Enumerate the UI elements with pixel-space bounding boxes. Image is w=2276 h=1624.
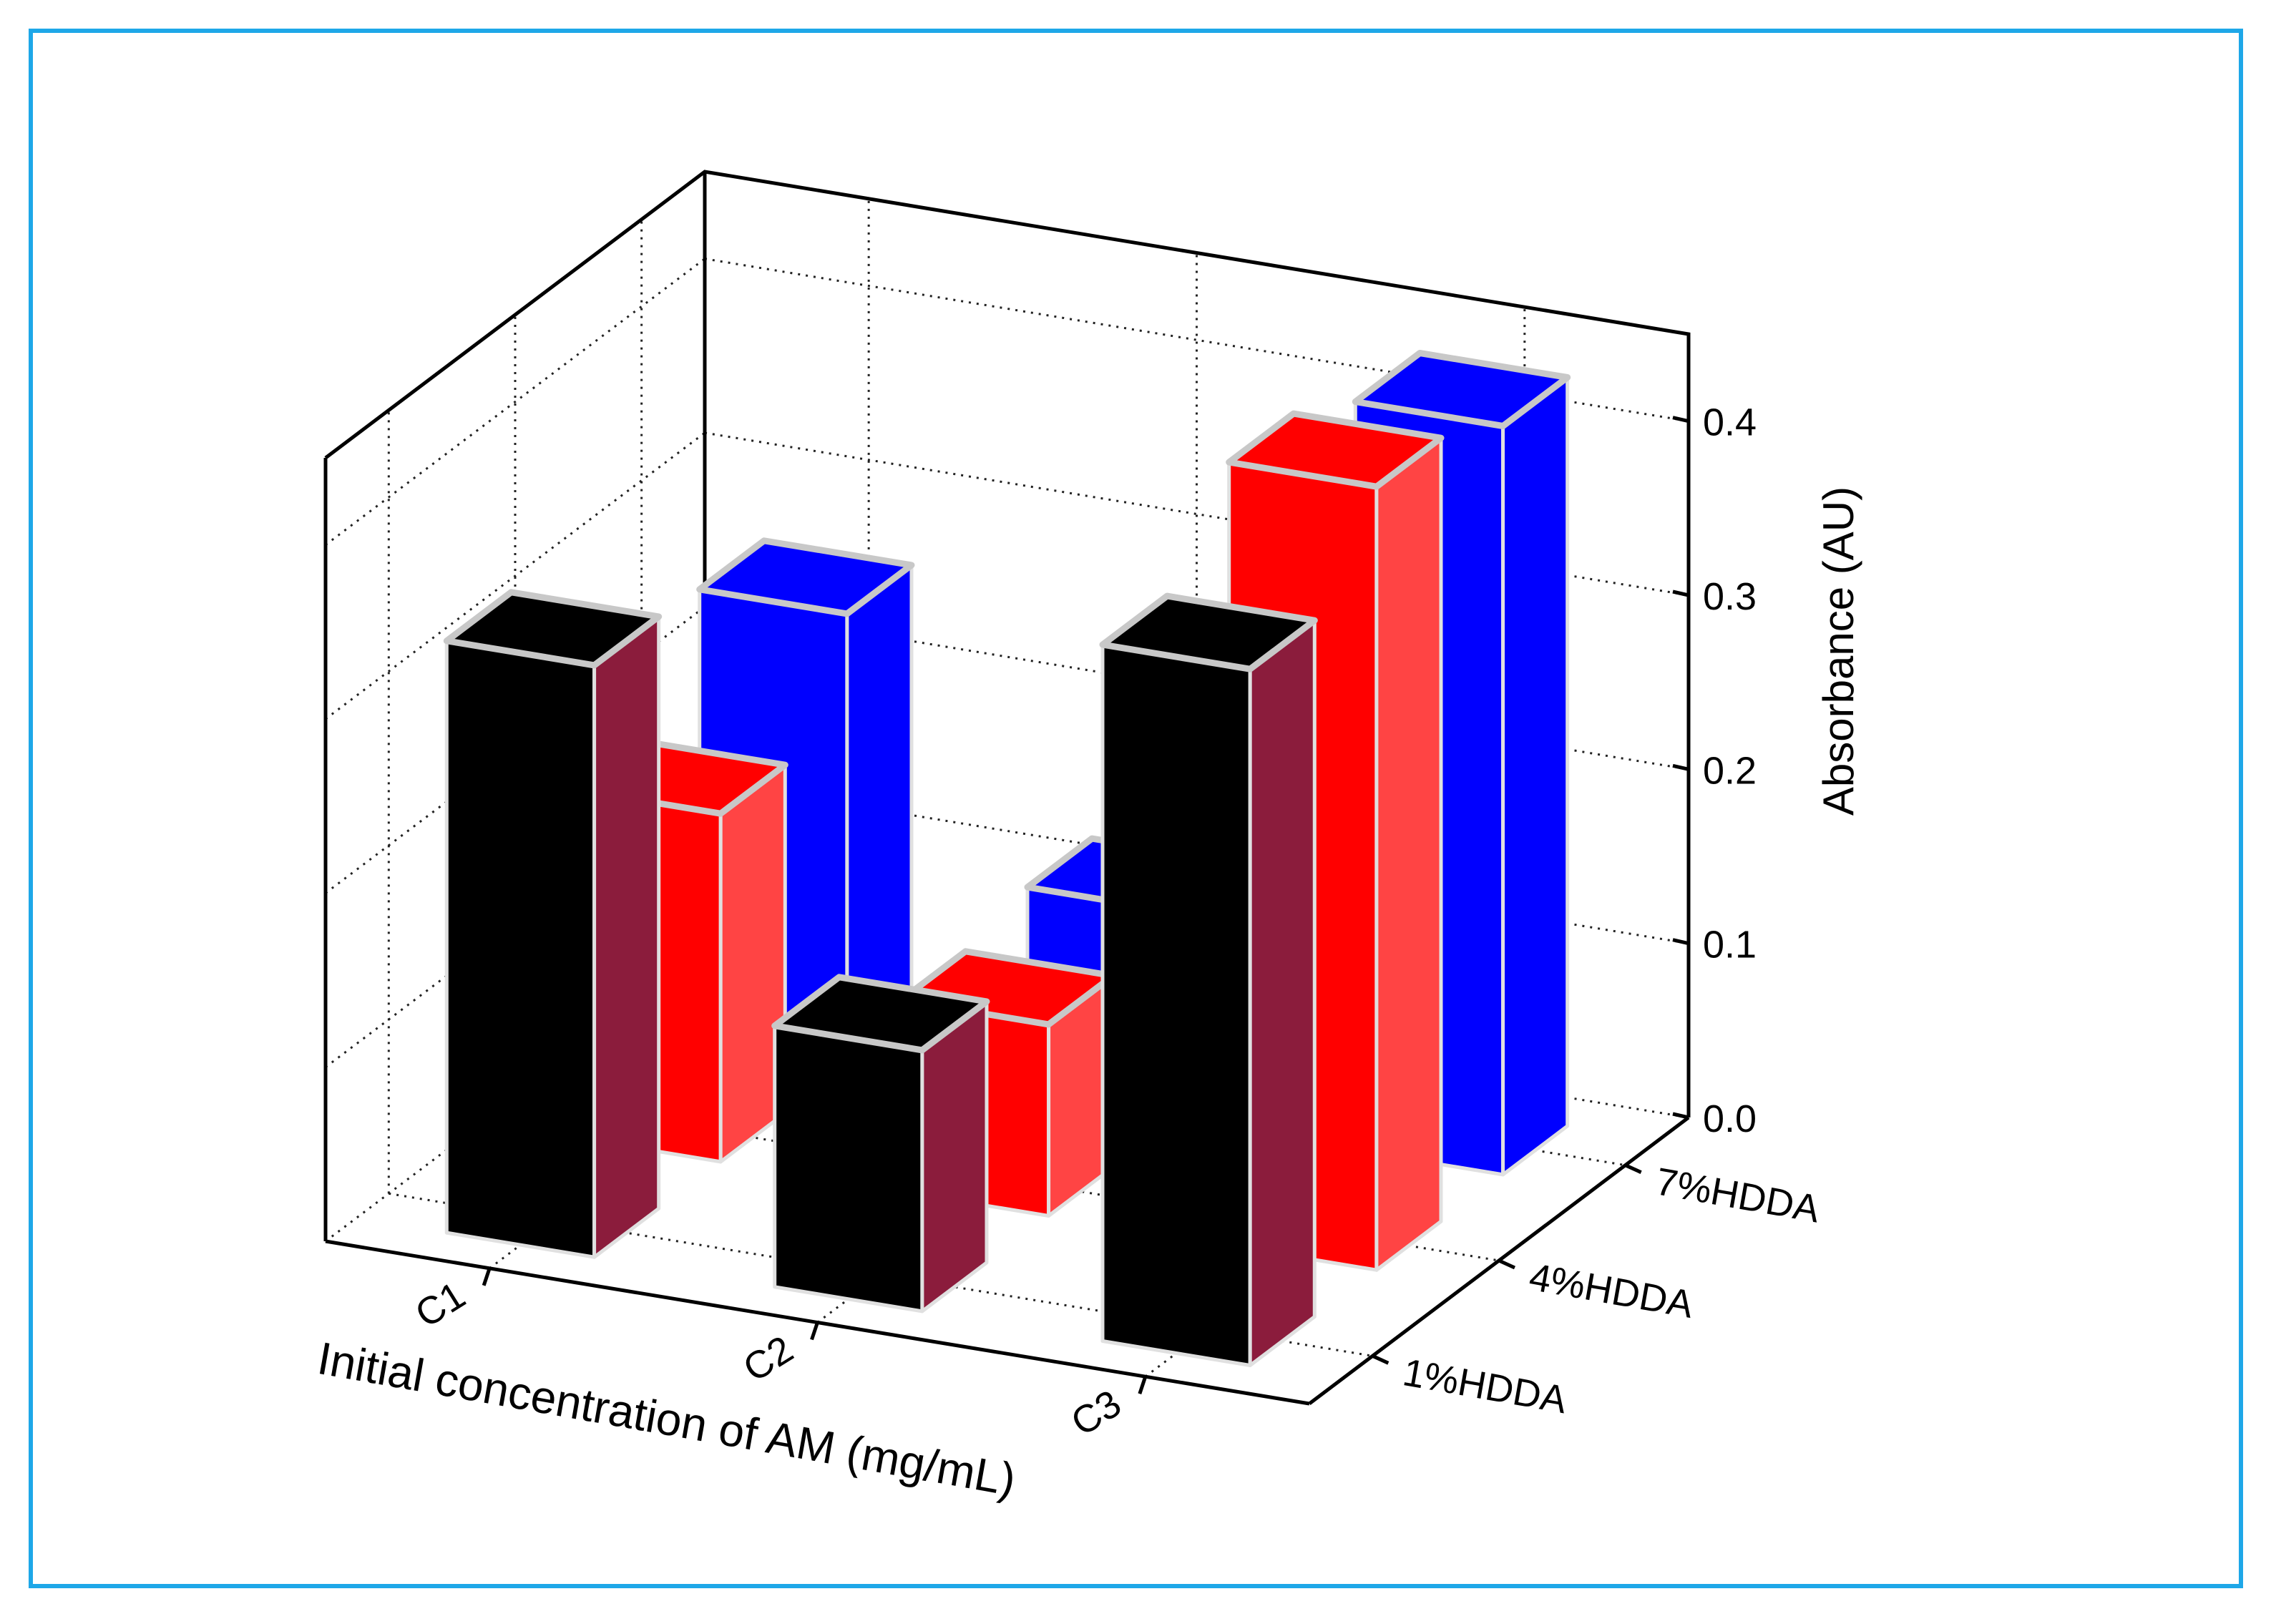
z-tick bbox=[1498, 1258, 1516, 1270]
bar-front-face bbox=[444, 639, 597, 1259]
bar bbox=[771, 974, 990, 1314]
y-tick bbox=[1672, 938, 1689, 946]
bar-front-face bbox=[773, 1024, 924, 1314]
bar-side-face bbox=[1248, 618, 1317, 1367]
y-tick bbox=[1672, 763, 1689, 771]
bars-layer bbox=[443, 350, 1571, 1367]
bar-side-face bbox=[592, 615, 661, 1259]
y-tick-label: 0.2 bbox=[1703, 749, 1757, 792]
bar-top-face bbox=[1226, 410, 1445, 490]
bar bbox=[443, 589, 663, 1259]
z-tick bbox=[1372, 1354, 1389, 1365]
x-tick bbox=[482, 1268, 492, 1286]
x-tick-label: C2 bbox=[736, 1328, 801, 1390]
y-tick-label: 0.3 bbox=[1703, 575, 1757, 618]
x-tick bbox=[1138, 1376, 1148, 1394]
x-tick bbox=[810, 1321, 819, 1341]
z-tick-label: 7%HDDA bbox=[1653, 1160, 1823, 1231]
bar-top-face bbox=[771, 974, 990, 1054]
bar bbox=[1099, 592, 1318, 1367]
z-tick bbox=[1624, 1163, 1642, 1174]
bar-side-face bbox=[1374, 436, 1443, 1272]
y-tick-label: 0.0 bbox=[1703, 1097, 1757, 1140]
bar-top-face bbox=[1352, 350, 1571, 429]
back-wall-gridline bbox=[704, 258, 1689, 423]
back-wall-gridline bbox=[704, 431, 1689, 597]
x-axis-label: Initial concentration of AM (mg/mL) bbox=[314, 1332, 1020, 1506]
x-tick-label: C1 bbox=[408, 1273, 472, 1336]
x-tick-label: C3 bbox=[1064, 1381, 1128, 1444]
z-tick-label: 4%HDDA bbox=[1526, 1256, 1696, 1326]
bar-top-face bbox=[1099, 592, 1318, 672]
z-tick-label: 1%HDDA bbox=[1400, 1351, 1570, 1422]
y-tick bbox=[1672, 416, 1689, 424]
bar-front-face bbox=[1100, 642, 1252, 1367]
bar-top-face bbox=[443, 589, 663, 669]
bar-top-face bbox=[696, 537, 915, 617]
left-wall-gridline bbox=[325, 431, 705, 720]
y-axis-label: Absorbance (AU) bbox=[1815, 486, 1862, 816]
bar-side-face bbox=[920, 999, 989, 1314]
y-tick-label: 0.4 bbox=[1703, 401, 1757, 444]
left-wall-gridline bbox=[325, 258, 705, 546]
y-tick-label: 0.1 bbox=[1703, 924, 1757, 967]
y-tick bbox=[1672, 1112, 1689, 1120]
y-tick bbox=[1672, 590, 1689, 597]
bar-side-face bbox=[1501, 376, 1570, 1177]
